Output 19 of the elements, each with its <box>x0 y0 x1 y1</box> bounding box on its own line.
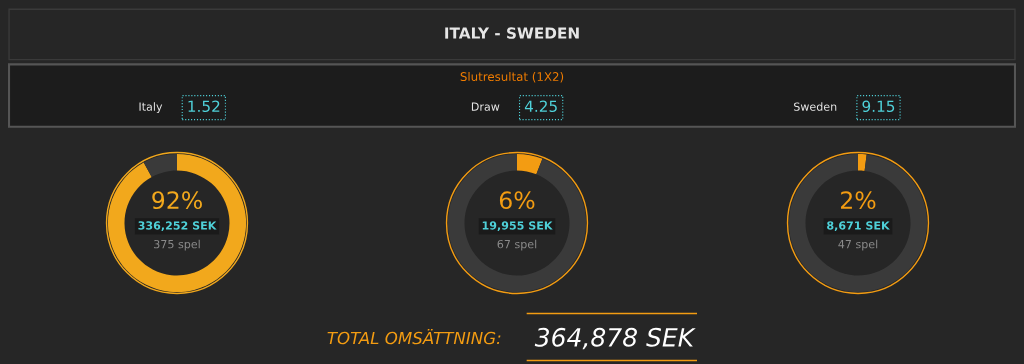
text: Slutresultat (1X2) <box>460 71 564 83</box>
text: 336,252 SEK <box>138 221 217 232</box>
text: 67 spel <box>497 239 537 251</box>
text: 9.15 <box>862 100 895 113</box>
text: 1.52 <box>188 100 220 113</box>
text: 6% <box>499 191 535 210</box>
text: 8,671 SEK <box>827 221 890 232</box>
text: 47 spel <box>838 239 878 251</box>
text: 364,878 SEK <box>534 327 696 350</box>
text: 19,955 SEK <box>482 221 553 232</box>
text: Italy <box>139 102 163 113</box>
text: ITALY - SWEDEN <box>445 27 579 39</box>
text: 92% <box>152 191 202 210</box>
text: 4.25 <box>524 100 557 113</box>
text: 375 spel <box>154 239 200 251</box>
text: 2% <box>841 191 876 210</box>
text: Sweden <box>794 102 837 111</box>
text: TOTAL OMSÄTTNING: <box>327 328 501 345</box>
text: Draw <box>471 102 500 111</box>
